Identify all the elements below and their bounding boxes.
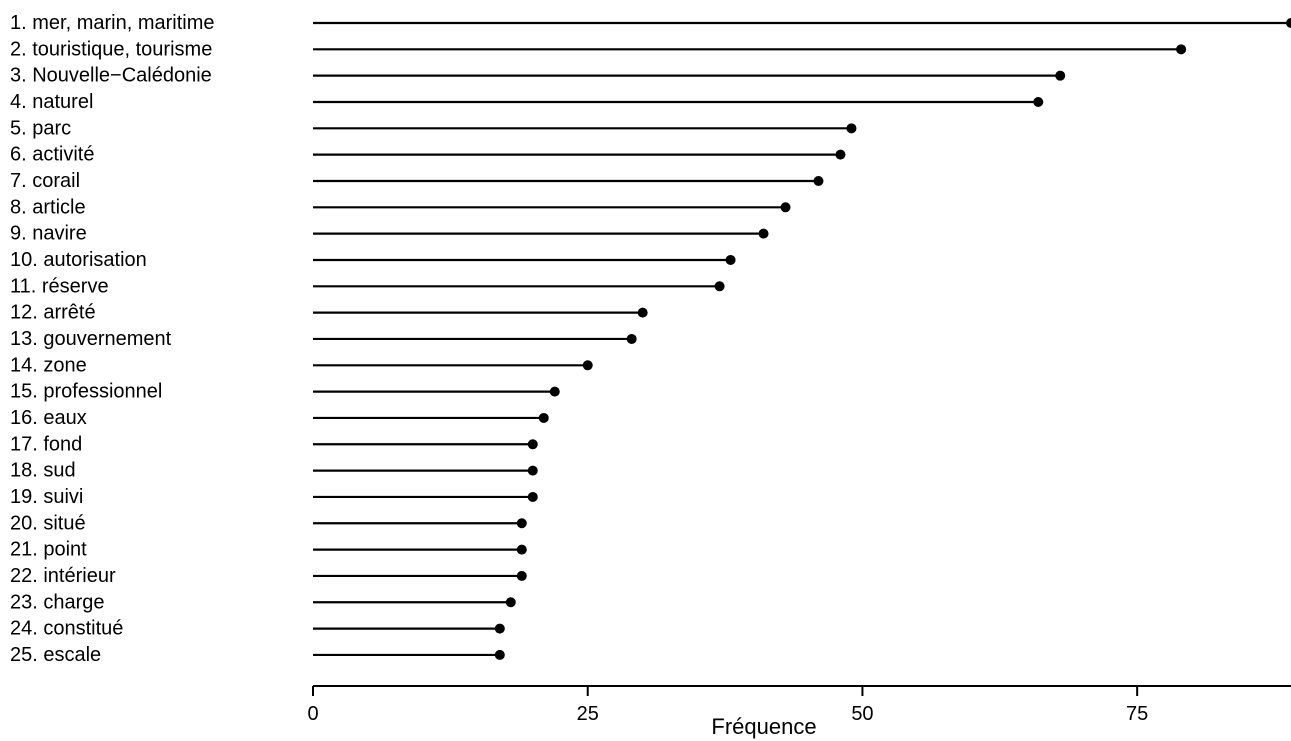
category-label-19: 19. suivi xyxy=(10,486,83,508)
category-label-18: 18. sud xyxy=(10,460,76,482)
point-11 xyxy=(714,281,725,292)
point-1 xyxy=(1286,18,1291,28)
x-tick-label-50: 50 xyxy=(851,703,873,725)
category-label-6: 6. activité xyxy=(10,144,94,166)
point-4 xyxy=(1033,96,1044,107)
category-label-5: 5. parc xyxy=(10,117,71,139)
point-24 xyxy=(494,623,505,634)
category-label-16: 16. eaux xyxy=(10,407,87,429)
point-17 xyxy=(527,439,538,450)
category-label-4: 4. naturel xyxy=(10,91,93,113)
point-18 xyxy=(527,465,538,476)
point-21 xyxy=(516,544,527,555)
point-5 xyxy=(846,123,857,134)
category-label-25: 25. escale xyxy=(10,644,101,666)
points-group xyxy=(494,18,1291,660)
point-15 xyxy=(549,386,560,397)
point-13 xyxy=(626,333,637,344)
point-7 xyxy=(813,175,824,186)
stems-group xyxy=(313,21,1291,657)
category-label-1: 1. mer, marin, maritime xyxy=(10,12,214,34)
point-23 xyxy=(505,597,516,608)
point-22 xyxy=(516,570,527,581)
point-14 xyxy=(582,360,593,371)
category-label-14: 14. zone xyxy=(10,354,87,376)
category-label-11: 11. réserve xyxy=(10,275,109,297)
category-label-2: 2. touristique, tourisme xyxy=(10,38,212,60)
x-ticks-group: 0 25 50 75 xyxy=(307,686,1148,725)
x-tick-label-75: 75 xyxy=(1126,703,1148,725)
category-label-7: 7. corail xyxy=(10,170,80,192)
category-labels-group: 1. mer, marin, maritime 2. touristique, t… xyxy=(10,12,214,666)
point-9 xyxy=(758,228,769,239)
category-label-17: 17. fond xyxy=(10,433,82,455)
category-label-20: 20. situé xyxy=(10,512,86,534)
point-6 xyxy=(835,149,846,160)
x-tick-label-25: 25 xyxy=(577,703,599,725)
category-label-9: 9. navire xyxy=(10,223,87,245)
category-label-8: 8. article xyxy=(10,196,86,218)
x-axis: 0 25 50 75 xyxy=(307,685,1291,725)
category-label-3: 3. Nouvelle−Calédonie xyxy=(10,65,212,87)
category-label-22: 22. intérieur xyxy=(10,565,116,587)
point-16 xyxy=(538,412,549,423)
point-25 xyxy=(494,649,505,660)
point-19 xyxy=(527,491,538,502)
point-10 xyxy=(725,254,736,265)
category-label-13: 13. gouvernement xyxy=(10,328,172,350)
category-label-10: 10. autorisation xyxy=(10,249,147,271)
point-8 xyxy=(780,202,791,213)
category-label-15: 15. professionnel xyxy=(10,381,162,403)
point-12 xyxy=(637,307,648,318)
category-label-21: 21. point xyxy=(10,539,87,561)
category-label-23: 23. charge xyxy=(10,591,105,613)
x-axis-title: Fréquence xyxy=(711,714,816,739)
point-2 xyxy=(1176,44,1187,55)
category-label-24: 24. constitué xyxy=(10,618,123,640)
point-20 xyxy=(516,518,527,529)
x-tick-label-0: 0 xyxy=(307,703,318,725)
point-3 xyxy=(1055,70,1066,81)
category-label-12: 12. arrêté xyxy=(10,302,96,324)
